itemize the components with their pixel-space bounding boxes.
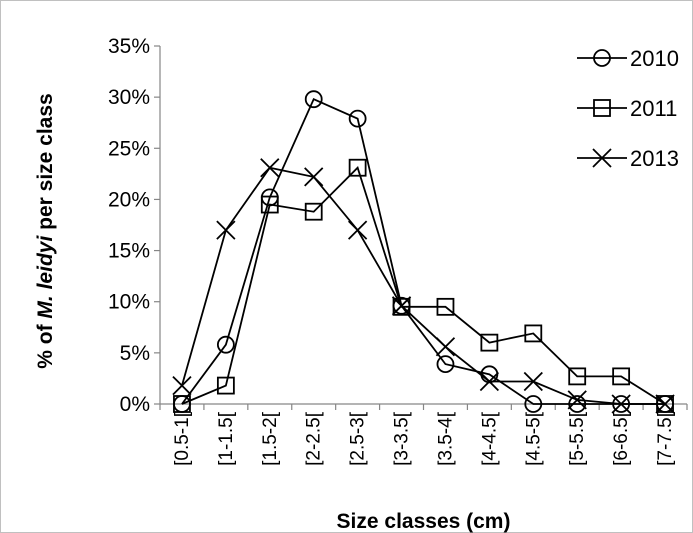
data-point-2011 xyxy=(348,158,367,177)
data-point-2013 xyxy=(611,394,631,414)
data-point-2013 xyxy=(479,371,500,392)
y-tick-label: 30% xyxy=(108,86,150,109)
x-tick-label: [2.5-3[ xyxy=(348,411,369,466)
data-point-2011 xyxy=(392,297,411,316)
x-tick-label: [3-3.5[ xyxy=(392,411,413,466)
data-point-2013 xyxy=(216,220,236,240)
y-tick-label: 15% xyxy=(108,240,150,263)
data-point-2013 xyxy=(391,296,412,316)
data-point-2011 xyxy=(524,324,543,343)
x-tick-label: [3.5-4[ xyxy=(435,411,456,466)
legend-label: 2010 xyxy=(630,46,679,71)
legend-marker-x xyxy=(592,148,612,168)
x-tick-label: [7-7.5[ xyxy=(655,411,676,466)
legend-label: 2011 xyxy=(630,96,677,121)
data-point-2013 xyxy=(655,394,675,414)
x-tick-label: [6-6.5[ xyxy=(611,411,632,466)
data-point-2013 xyxy=(172,375,192,396)
x-tick-label: [2-2.5[ xyxy=(304,411,325,466)
data-point-2013 xyxy=(523,371,543,392)
data-point-2013 xyxy=(435,337,456,357)
x-tick-label: [4-4.5[ xyxy=(479,411,500,466)
data-point-2011 xyxy=(568,367,587,386)
y-tick-label: 10% xyxy=(108,291,150,314)
data-point-2010 xyxy=(304,90,323,109)
data-point-2010 xyxy=(348,109,367,128)
x-tick-label: [1.5-2[ xyxy=(260,411,281,466)
data-point-2013 xyxy=(347,220,368,240)
y-tick-label: 0% xyxy=(120,393,150,416)
data-point-2011 xyxy=(612,367,631,386)
legend-marker-circle xyxy=(593,49,611,67)
y-axis-title-part-1: % of xyxy=(34,319,57,369)
x-axis-title: Size classes (cm) xyxy=(337,510,511,533)
y-axis-title: % of M. leidyi per size class xyxy=(34,93,57,368)
y-axis-title-part-3: per size class xyxy=(34,93,57,235)
y-axis-title-species: M. leidyi xyxy=(34,235,57,319)
data-point-2011 xyxy=(260,195,279,214)
y-tick-label: 20% xyxy=(108,188,150,211)
data-point-2010 xyxy=(568,395,587,413)
legend-item-2011: 2011 xyxy=(577,96,677,121)
y-tick-label: 25% xyxy=(108,137,150,160)
data-point-2013 xyxy=(567,390,587,410)
data-point-2011 xyxy=(173,395,191,413)
x-tick-label: [5-5.5[ xyxy=(567,411,588,466)
data-point-2013 xyxy=(260,158,280,178)
data-point-2011 xyxy=(480,333,499,352)
data-point-2011 xyxy=(656,395,674,413)
data-point-2010 xyxy=(612,395,631,413)
y-tick-label: 35% xyxy=(108,35,150,58)
legend-item-2013: 2013 xyxy=(577,146,679,171)
x-tick-label: [4.5-5[ xyxy=(523,411,544,466)
data-point-2010 xyxy=(436,355,455,374)
data-point-2011 xyxy=(304,202,323,221)
data-point-2011 xyxy=(216,376,235,395)
data-point-2010 xyxy=(524,395,543,413)
legend-marker-square xyxy=(593,99,611,117)
data-point-2011 xyxy=(436,297,455,316)
x-tick-label: [1-1.5[ xyxy=(216,411,237,466)
legend-item-2010: 2010 xyxy=(577,46,679,71)
x-tick-label: [0.5-1[ xyxy=(172,411,193,466)
y-tick-label: 5% xyxy=(120,342,150,365)
legend-label: 2013 xyxy=(630,146,679,171)
data-point-2010 xyxy=(216,335,235,354)
data-point-2013 xyxy=(304,167,324,187)
